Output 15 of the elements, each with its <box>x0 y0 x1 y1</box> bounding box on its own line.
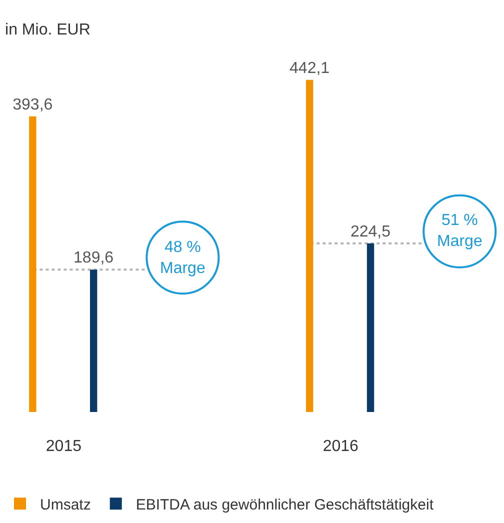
bar <box>306 80 314 412</box>
chart-title: in Mio. EUR <box>5 22 90 39</box>
annotation: 48 % Marge <box>160 239 206 277</box>
legend-label: Umsatz <box>40 496 91 514</box>
data-label: 442,1 <box>290 60 330 77</box>
data-label: 393,6 <box>12 96 53 114</box>
legend-label: EBITDA aus gewöhnlicher Geschäftstätigkeit <box>136 496 434 514</box>
data-label: 224,5 <box>350 223 391 240</box>
bar <box>29 116 36 412</box>
x-tick-label: 2015 <box>46 438 82 455</box>
x-tick-label: 2016 <box>322 438 359 455</box>
data-label: 189,6 <box>74 250 114 267</box>
annotation: 51 % Marge <box>437 212 482 250</box>
bar <box>90 270 98 412</box>
bar <box>366 243 374 412</box>
